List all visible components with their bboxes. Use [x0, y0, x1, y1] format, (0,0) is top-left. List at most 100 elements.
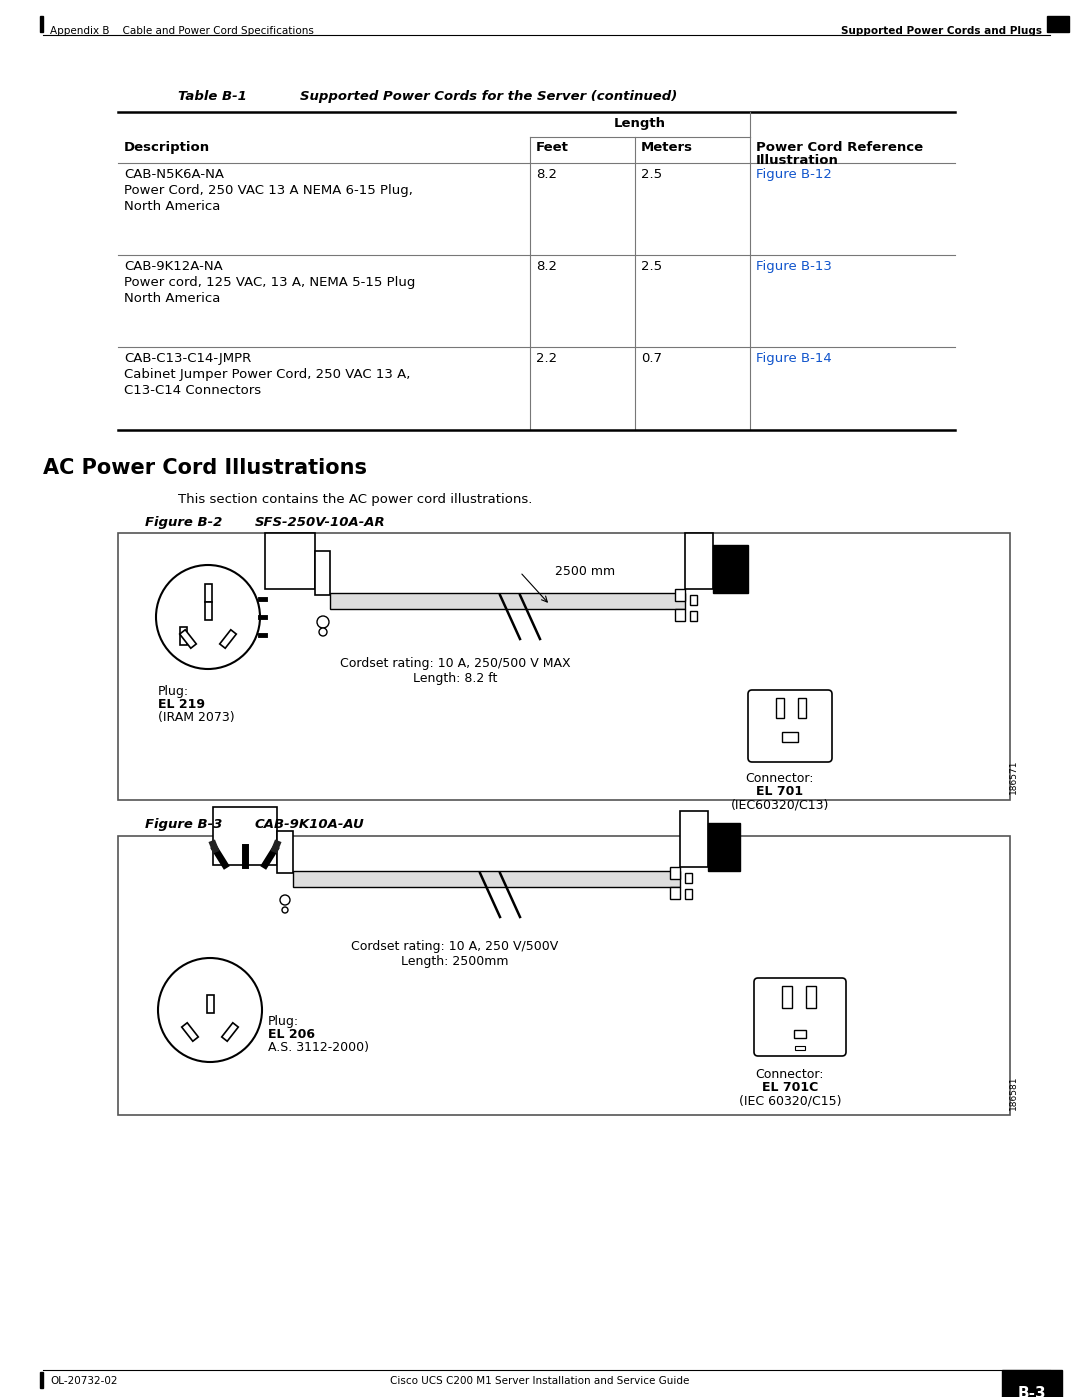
Bar [205, 584, 212, 602]
Bar [685, 534, 713, 590]
Bar [276, 831, 293, 873]
Bar [213, 807, 276, 865]
Text: A.S. 3112-2000): A.S. 3112-2000) [268, 1041, 369, 1053]
Text: CAB-9K10A-AU: CAB-9K10A-AU [255, 819, 365, 831]
Text: Supported Power Cords for the Server (continued): Supported Power Cords for the Server (co… [300, 89, 677, 103]
Polygon shape [181, 1023, 199, 1041]
Text: 2.5: 2.5 [642, 260, 662, 272]
Bar [782, 986, 792, 1009]
Text: Plug:: Plug: [268, 1016, 299, 1028]
Text: Description: Description [124, 141, 211, 154]
Text: Illustration: Illustration [756, 154, 839, 168]
Circle shape [318, 616, 329, 629]
Text: C13-C14 Connectors: C13-C14 Connectors [124, 384, 261, 397]
Polygon shape [179, 630, 197, 648]
Bar [315, 550, 330, 595]
Text: AC Power Cord Illustrations: AC Power Cord Illustrations [43, 458, 367, 478]
Bar [806, 986, 816, 1009]
Text: Length: Length [615, 117, 666, 130]
Polygon shape [221, 1023, 239, 1041]
Text: Cordset rating: 10 A, 250/500 V MAX: Cordset rating: 10 A, 250/500 V MAX [340, 657, 570, 671]
Bar [40, 15, 43, 32]
Text: This section contains the AC power cord illustrations.: This section contains the AC power cord … [178, 493, 532, 506]
Text: 0.7: 0.7 [642, 352, 662, 365]
Circle shape [282, 907, 288, 914]
Text: EL 206: EL 206 [268, 1028, 315, 1041]
Bar [1002, 1370, 1062, 1397]
Text: Figure B-13: Figure B-13 [756, 260, 832, 272]
Text: SFS-250V-10A-AR: SFS-250V-10A-AR [255, 515, 386, 529]
Text: EL 701C: EL 701C [761, 1081, 819, 1094]
Bar [1047, 15, 1069, 32]
Bar [782, 732, 798, 742]
Text: EL 219: EL 219 [158, 698, 205, 711]
Circle shape [158, 958, 262, 1062]
Text: Connector:: Connector: [756, 1067, 824, 1081]
Bar [330, 592, 685, 609]
Text: (IEC 60320/C15): (IEC 60320/C15) [739, 1094, 841, 1106]
Bar [40, 1372, 43, 1389]
Text: Figure B-12: Figure B-12 [756, 168, 832, 182]
Circle shape [319, 629, 327, 636]
Text: Supported Power Cords and Plugs: Supported Power Cords and Plugs [841, 27, 1042, 36]
Bar [293, 870, 680, 887]
Text: B-3: B-3 [1017, 1386, 1047, 1397]
Polygon shape [219, 630, 237, 648]
Bar [680, 812, 708, 868]
Bar [685, 873, 692, 883]
Bar [118, 835, 1010, 1115]
Text: (IRAM 2073): (IRAM 2073) [158, 711, 234, 724]
Bar [777, 698, 784, 718]
Text: CAB-C13-C14-JMPR: CAB-C13-C14-JMPR [124, 352, 252, 365]
Text: Power Cord Reference: Power Cord Reference [756, 141, 923, 154]
Bar [675, 609, 685, 622]
Text: (IEC60320/C13): (IEC60320/C13) [731, 798, 829, 812]
Text: Length: 8.2 ft: Length: 8.2 ft [413, 672, 497, 685]
Bar [690, 610, 697, 622]
Text: 2.5: 2.5 [642, 168, 662, 182]
Text: Meters: Meters [642, 141, 693, 154]
Bar [670, 887, 680, 900]
Text: 8.2: 8.2 [536, 168, 557, 182]
Circle shape [156, 564, 260, 669]
Text: 8.2: 8.2 [536, 260, 557, 272]
Text: CAB-N5K6A-NA: CAB-N5K6A-NA [124, 168, 224, 182]
Circle shape [280, 895, 291, 905]
Text: 186571: 186571 [1009, 760, 1017, 793]
Text: Figure B-3: Figure B-3 [145, 819, 222, 831]
Bar [265, 534, 315, 590]
Bar [708, 823, 740, 870]
Polygon shape [204, 602, 212, 620]
Bar [690, 595, 697, 605]
Bar [670, 868, 680, 879]
Bar [118, 534, 1010, 800]
Text: Appendix B    Cable and Power Cord Specifications: Appendix B Cable and Power Cord Specific… [50, 27, 314, 36]
Text: CAB-9K12A-NA: CAB-9K12A-NA [124, 260, 222, 272]
Text: Cabinet Jumper Power Cord, 250 VAC 13 A,: Cabinet Jumper Power Cord, 250 VAC 13 A, [124, 367, 410, 381]
Bar [798, 698, 806, 718]
FancyBboxPatch shape [748, 690, 832, 761]
Text: Feet: Feet [536, 141, 569, 154]
Text: North America: North America [124, 292, 220, 305]
Text: Figure B-2: Figure B-2 [145, 515, 222, 529]
Bar [685, 888, 692, 900]
Text: Length: 2500mm: Length: 2500mm [402, 956, 509, 968]
Text: OL-20732-02: OL-20732-02 [50, 1376, 118, 1386]
Bar [795, 1046, 805, 1051]
Text: Figure B-14: Figure B-14 [756, 352, 832, 365]
Text: 2.2: 2.2 [536, 352, 557, 365]
FancyBboxPatch shape [754, 978, 846, 1056]
Bar [713, 545, 748, 592]
Bar [794, 1030, 806, 1038]
Text: EL 701: EL 701 [756, 785, 804, 798]
Text: Power cord, 125 VAC, 13 A, NEMA 5-15 Plug: Power cord, 125 VAC, 13 A, NEMA 5-15 Plu… [124, 277, 416, 289]
Bar [675, 590, 685, 601]
Text: 186581: 186581 [1009, 1076, 1017, 1111]
Text: North America: North America [124, 200, 220, 212]
Text: Plug:: Plug: [158, 685, 189, 698]
Polygon shape [206, 995, 214, 1013]
Text: Connector:: Connector: [746, 773, 814, 785]
Text: Cisco UCS C200 M1 Server Installation and Service Guide: Cisco UCS C200 M1 Server Installation an… [390, 1376, 690, 1386]
Text: Cordset rating: 10 A, 250 V/500V: Cordset rating: 10 A, 250 V/500V [351, 940, 558, 953]
Text: Table B-1: Table B-1 [178, 89, 247, 103]
